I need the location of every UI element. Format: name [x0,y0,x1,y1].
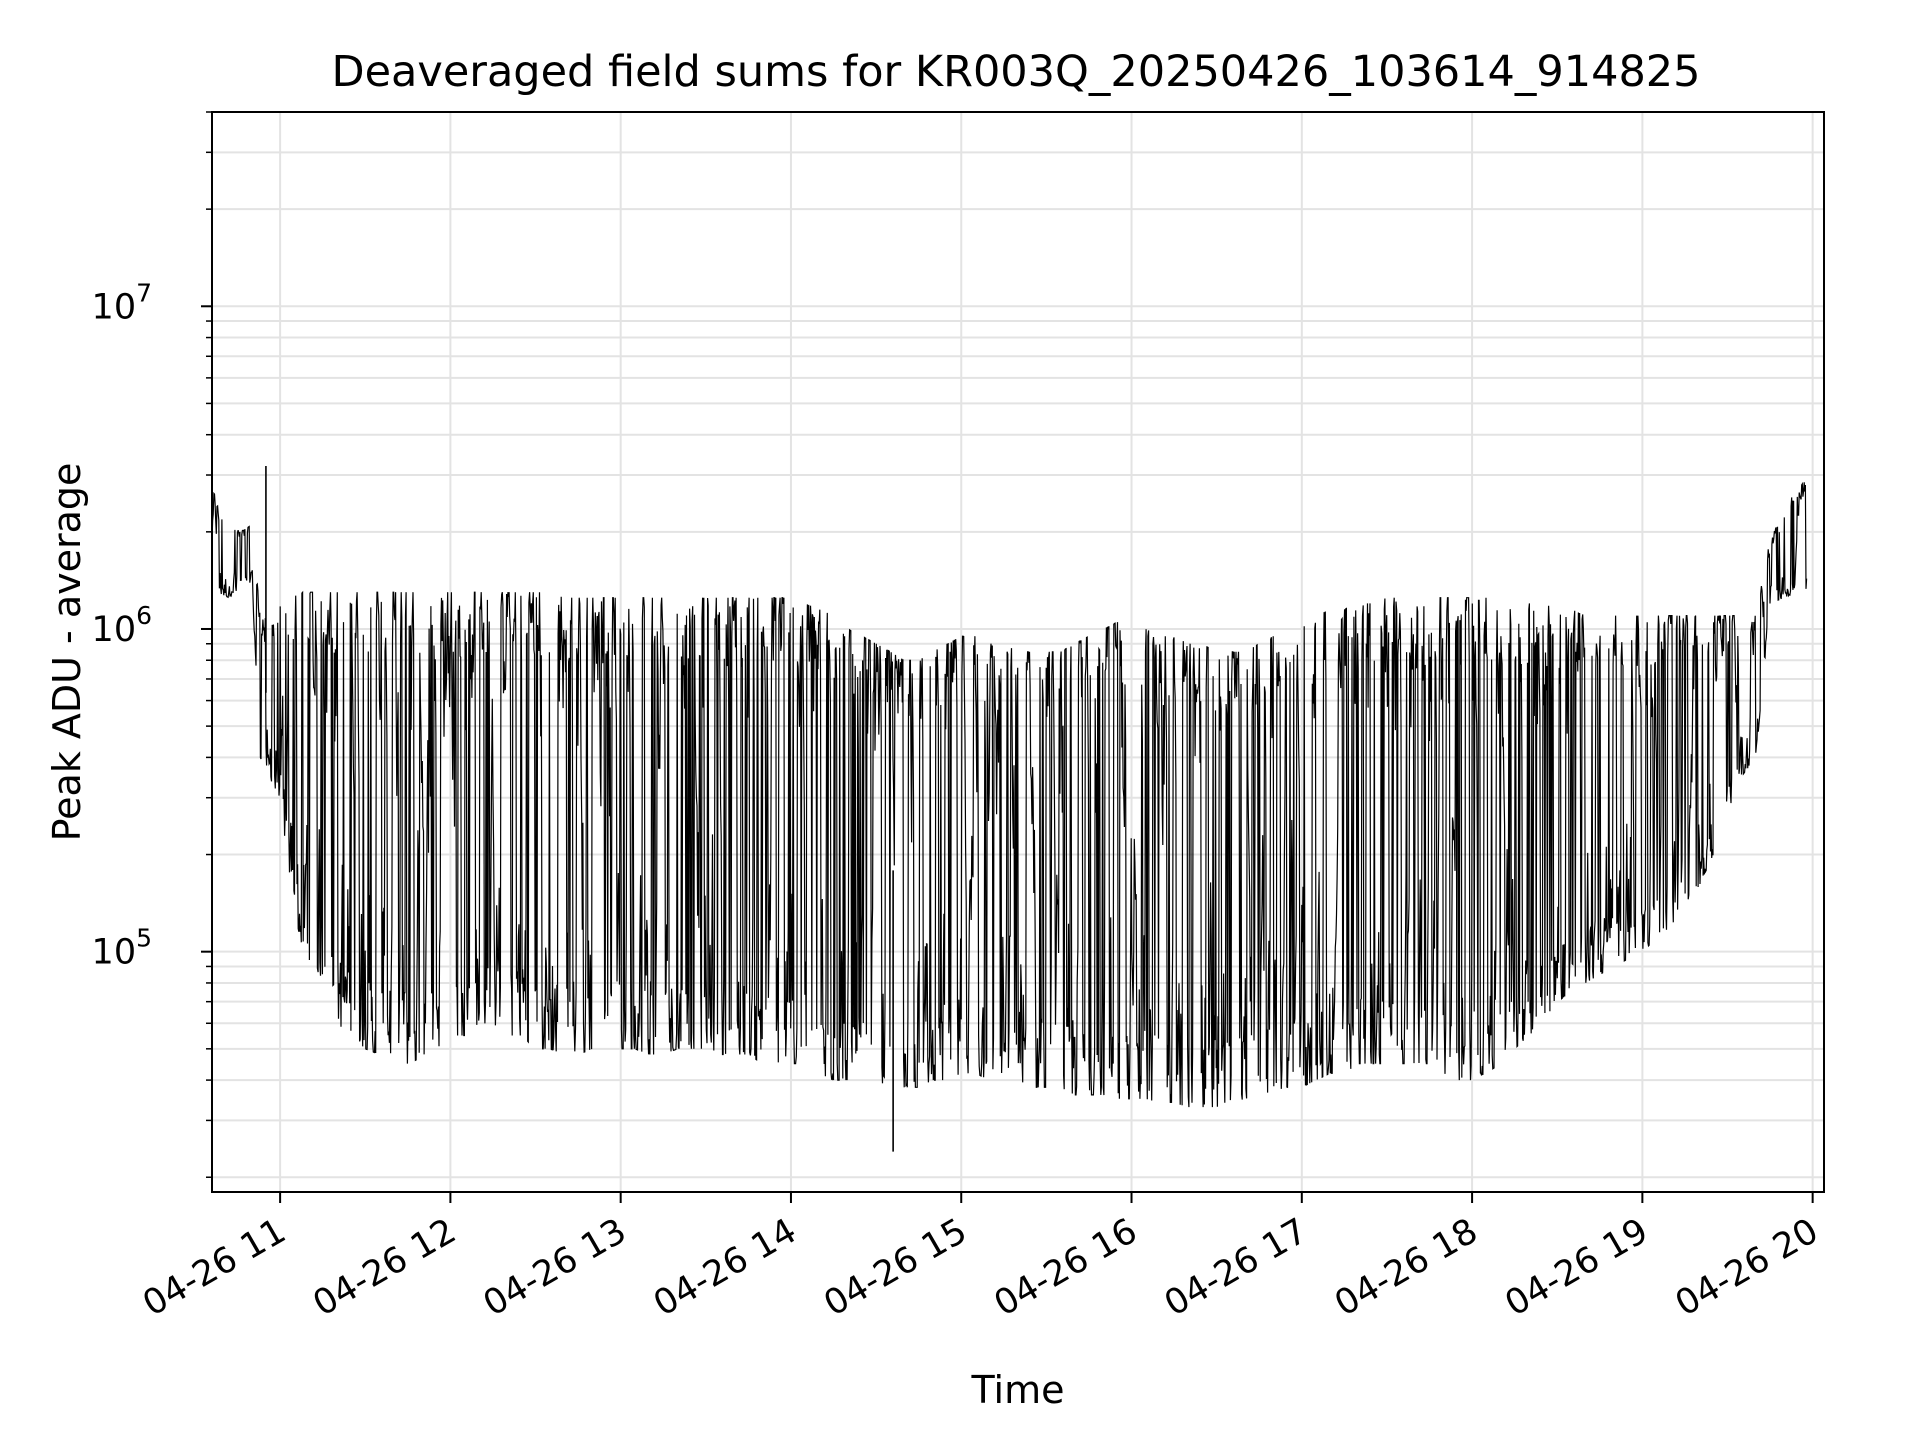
plot-frame [211,111,1825,1193]
y-tick-label: 106 [92,601,152,650]
x-axis-label: Time [971,1368,1065,1412]
y-axis-label: Peak ADU - average [45,463,89,842]
y-tick-label: 107 [92,278,152,327]
y-tick-label: 105 [92,924,152,973]
chart-title: Deaveraged field sums for KR003Q_2025042… [331,47,1700,97]
y-axis-ticks: 105 106 107 [92,111,212,1178]
series-line [211,481,1808,1108]
